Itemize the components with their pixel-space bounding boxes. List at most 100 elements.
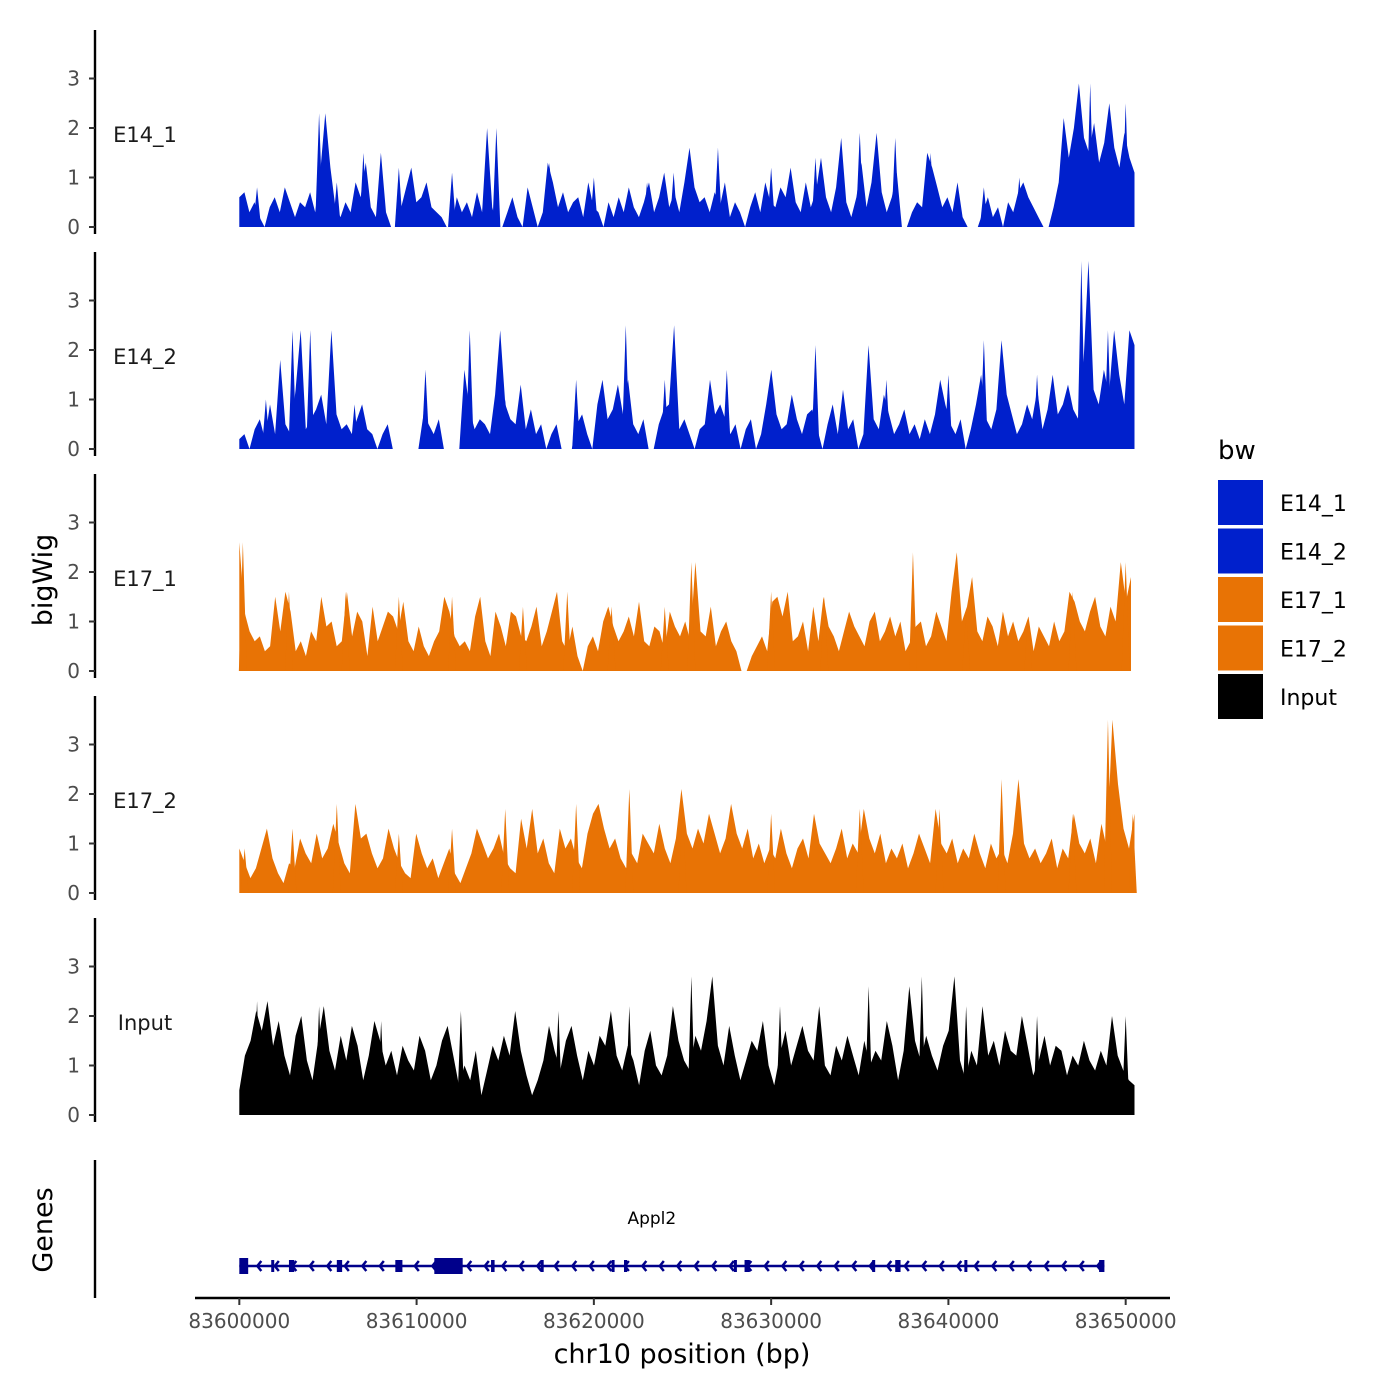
gene-exon bbox=[733, 1260, 737, 1272]
strand-arrow bbox=[833, 1260, 840, 1272]
signal-peak bbox=[607, 606, 616, 671]
strand-arrow bbox=[378, 1260, 385, 1272]
gene-exon bbox=[491, 1260, 495, 1272]
signal-peak bbox=[554, 1011, 563, 1115]
signal-peak bbox=[448, 172, 457, 227]
strand-arrow bbox=[1008, 1260, 1015, 1272]
gene-exon bbox=[540, 1260, 544, 1272]
signal-peak bbox=[1033, 374, 1042, 449]
signal-area-e17-1 bbox=[239, 542, 1132, 671]
signal-peak bbox=[1077, 260, 1086, 449]
y-tick-label: 0 bbox=[67, 659, 80, 683]
signal-peak bbox=[1068, 813, 1077, 893]
signal-peak bbox=[253, 1001, 262, 1115]
x-tick-label: 83610000 bbox=[366, 1309, 468, 1333]
strand-arrow bbox=[815, 1260, 823, 1272]
strand-arrow bbox=[658, 1260, 665, 1272]
track-e14-2: 0 1 2 3 E14_2 bbox=[67, 252, 1135, 461]
y-tick-label: 3 bbox=[67, 289, 80, 313]
strand-arrow bbox=[780, 1260, 788, 1272]
strand-arrow bbox=[360, 1260, 368, 1272]
track-label: E14_1 bbox=[113, 123, 177, 148]
strand-arrow bbox=[1043, 1260, 1050, 1272]
signal-peak bbox=[448, 596, 457, 671]
signal-peak bbox=[501, 808, 510, 893]
gene-panel: Genes Appl2 bbox=[28, 1160, 1105, 1298]
signal-peak bbox=[1128, 813, 1137, 893]
legend-label: E17_2 bbox=[1280, 638, 1347, 663]
signal-peak bbox=[776, 1006, 784, 1115]
signal-area-input bbox=[239, 976, 1135, 1115]
signal-peak bbox=[643, 182, 652, 227]
strand-arrow bbox=[1078, 1260, 1085, 1272]
y-tick-label: 1 bbox=[67, 388, 80, 412]
signal-peak bbox=[563, 591, 572, 671]
legend-label: E14_2 bbox=[1280, 541, 1347, 566]
signal-peak bbox=[394, 596, 403, 671]
track-e17-2: 0 1 2 3 E17_2 bbox=[67, 696, 1137, 905]
signal-peak bbox=[394, 167, 403, 227]
signal-peak bbox=[908, 552, 917, 671]
gene-exon bbox=[872, 1260, 876, 1272]
x-tick-label: 83600000 bbox=[188, 1309, 290, 1333]
x-ticks: 83600000 83610000 83620000 83630000 83640000… bbox=[188, 1298, 1177, 1333]
strand-arrow bbox=[955, 1260, 963, 1272]
x-tick-label: 83650000 bbox=[1075, 1309, 1177, 1333]
gene-exon bbox=[288, 1260, 295, 1272]
track-label: E14_2 bbox=[113, 345, 177, 370]
strand-arrow bbox=[903, 1260, 910, 1272]
legend: bw E14_1 E14_2 E17_1 E17_2 Input bbox=[1218, 436, 1347, 719]
signal-peak bbox=[713, 147, 722, 227]
legend-label: Input bbox=[1280, 686, 1337, 711]
signal-peak bbox=[962, 611, 971, 671]
strand-arrow bbox=[990, 1260, 998, 1272]
signal-peak bbox=[1059, 118, 1068, 227]
signal-peak bbox=[341, 591, 350, 671]
signal-peak bbox=[767, 167, 776, 227]
signal-peak bbox=[572, 803, 581, 893]
gene-exon bbox=[1099, 1260, 1105, 1272]
y-tick-label: 3 bbox=[67, 511, 80, 535]
strand-arrow bbox=[920, 1260, 928, 1272]
signal-peak bbox=[394, 833, 403, 893]
signal-peak bbox=[359, 152, 368, 227]
signal-peak bbox=[855, 808, 864, 893]
legend-swatch bbox=[1218, 577, 1263, 622]
y-tick-label: 0 bbox=[67, 215, 80, 239]
signal-peak bbox=[1121, 1016, 1130, 1115]
track-label: Input bbox=[118, 1011, 172, 1035]
signal-peak bbox=[660, 606, 669, 671]
signal-peak bbox=[501, 399, 510, 449]
y-tick-label: 2 bbox=[67, 338, 80, 362]
signal-area-e17-2 bbox=[239, 719, 1135, 893]
x-tick-label: 83630000 bbox=[720, 1309, 822, 1333]
signal-peak bbox=[660, 379, 669, 449]
y-tick-label: 3 bbox=[67, 955, 80, 979]
y-tick-label: 0 bbox=[67, 1103, 80, 1127]
signal-peak bbox=[253, 187, 262, 227]
signal-peak bbox=[306, 330, 315, 449]
signal-peak bbox=[518, 606, 527, 671]
legend-swatch bbox=[1218, 480, 1263, 525]
gene-exon bbox=[964, 1260, 968, 1272]
signal-peak bbox=[625, 1006, 634, 1115]
signal-peak bbox=[917, 976, 926, 1115]
signal-peak bbox=[240, 848, 249, 893]
signal-peak bbox=[332, 182, 341, 227]
track-e17-1: 0 1 2 3 E17_1 bbox=[67, 474, 1132, 683]
signal-peak bbox=[621, 325, 630, 449]
strand-arrow bbox=[413, 1260, 420, 1272]
track-label: E17_1 bbox=[113, 567, 177, 592]
signal-peak bbox=[288, 330, 297, 449]
signal-peak bbox=[456, 1011, 465, 1115]
strand-arrow bbox=[605, 1260, 613, 1272]
strand-arrow bbox=[273, 1260, 280, 1272]
legend-entry: E17_1 bbox=[1218, 577, 1347, 622]
signal-peak bbox=[669, 172, 678, 227]
signal-peak bbox=[962, 1006, 971, 1115]
strand-arrow bbox=[693, 1260, 700, 1272]
strand-arrow bbox=[1025, 1260, 1033, 1272]
signal-peak bbox=[589, 177, 598, 227]
signal-peak bbox=[891, 137, 900, 227]
legend-entry: E14_2 bbox=[1218, 528, 1347, 574]
